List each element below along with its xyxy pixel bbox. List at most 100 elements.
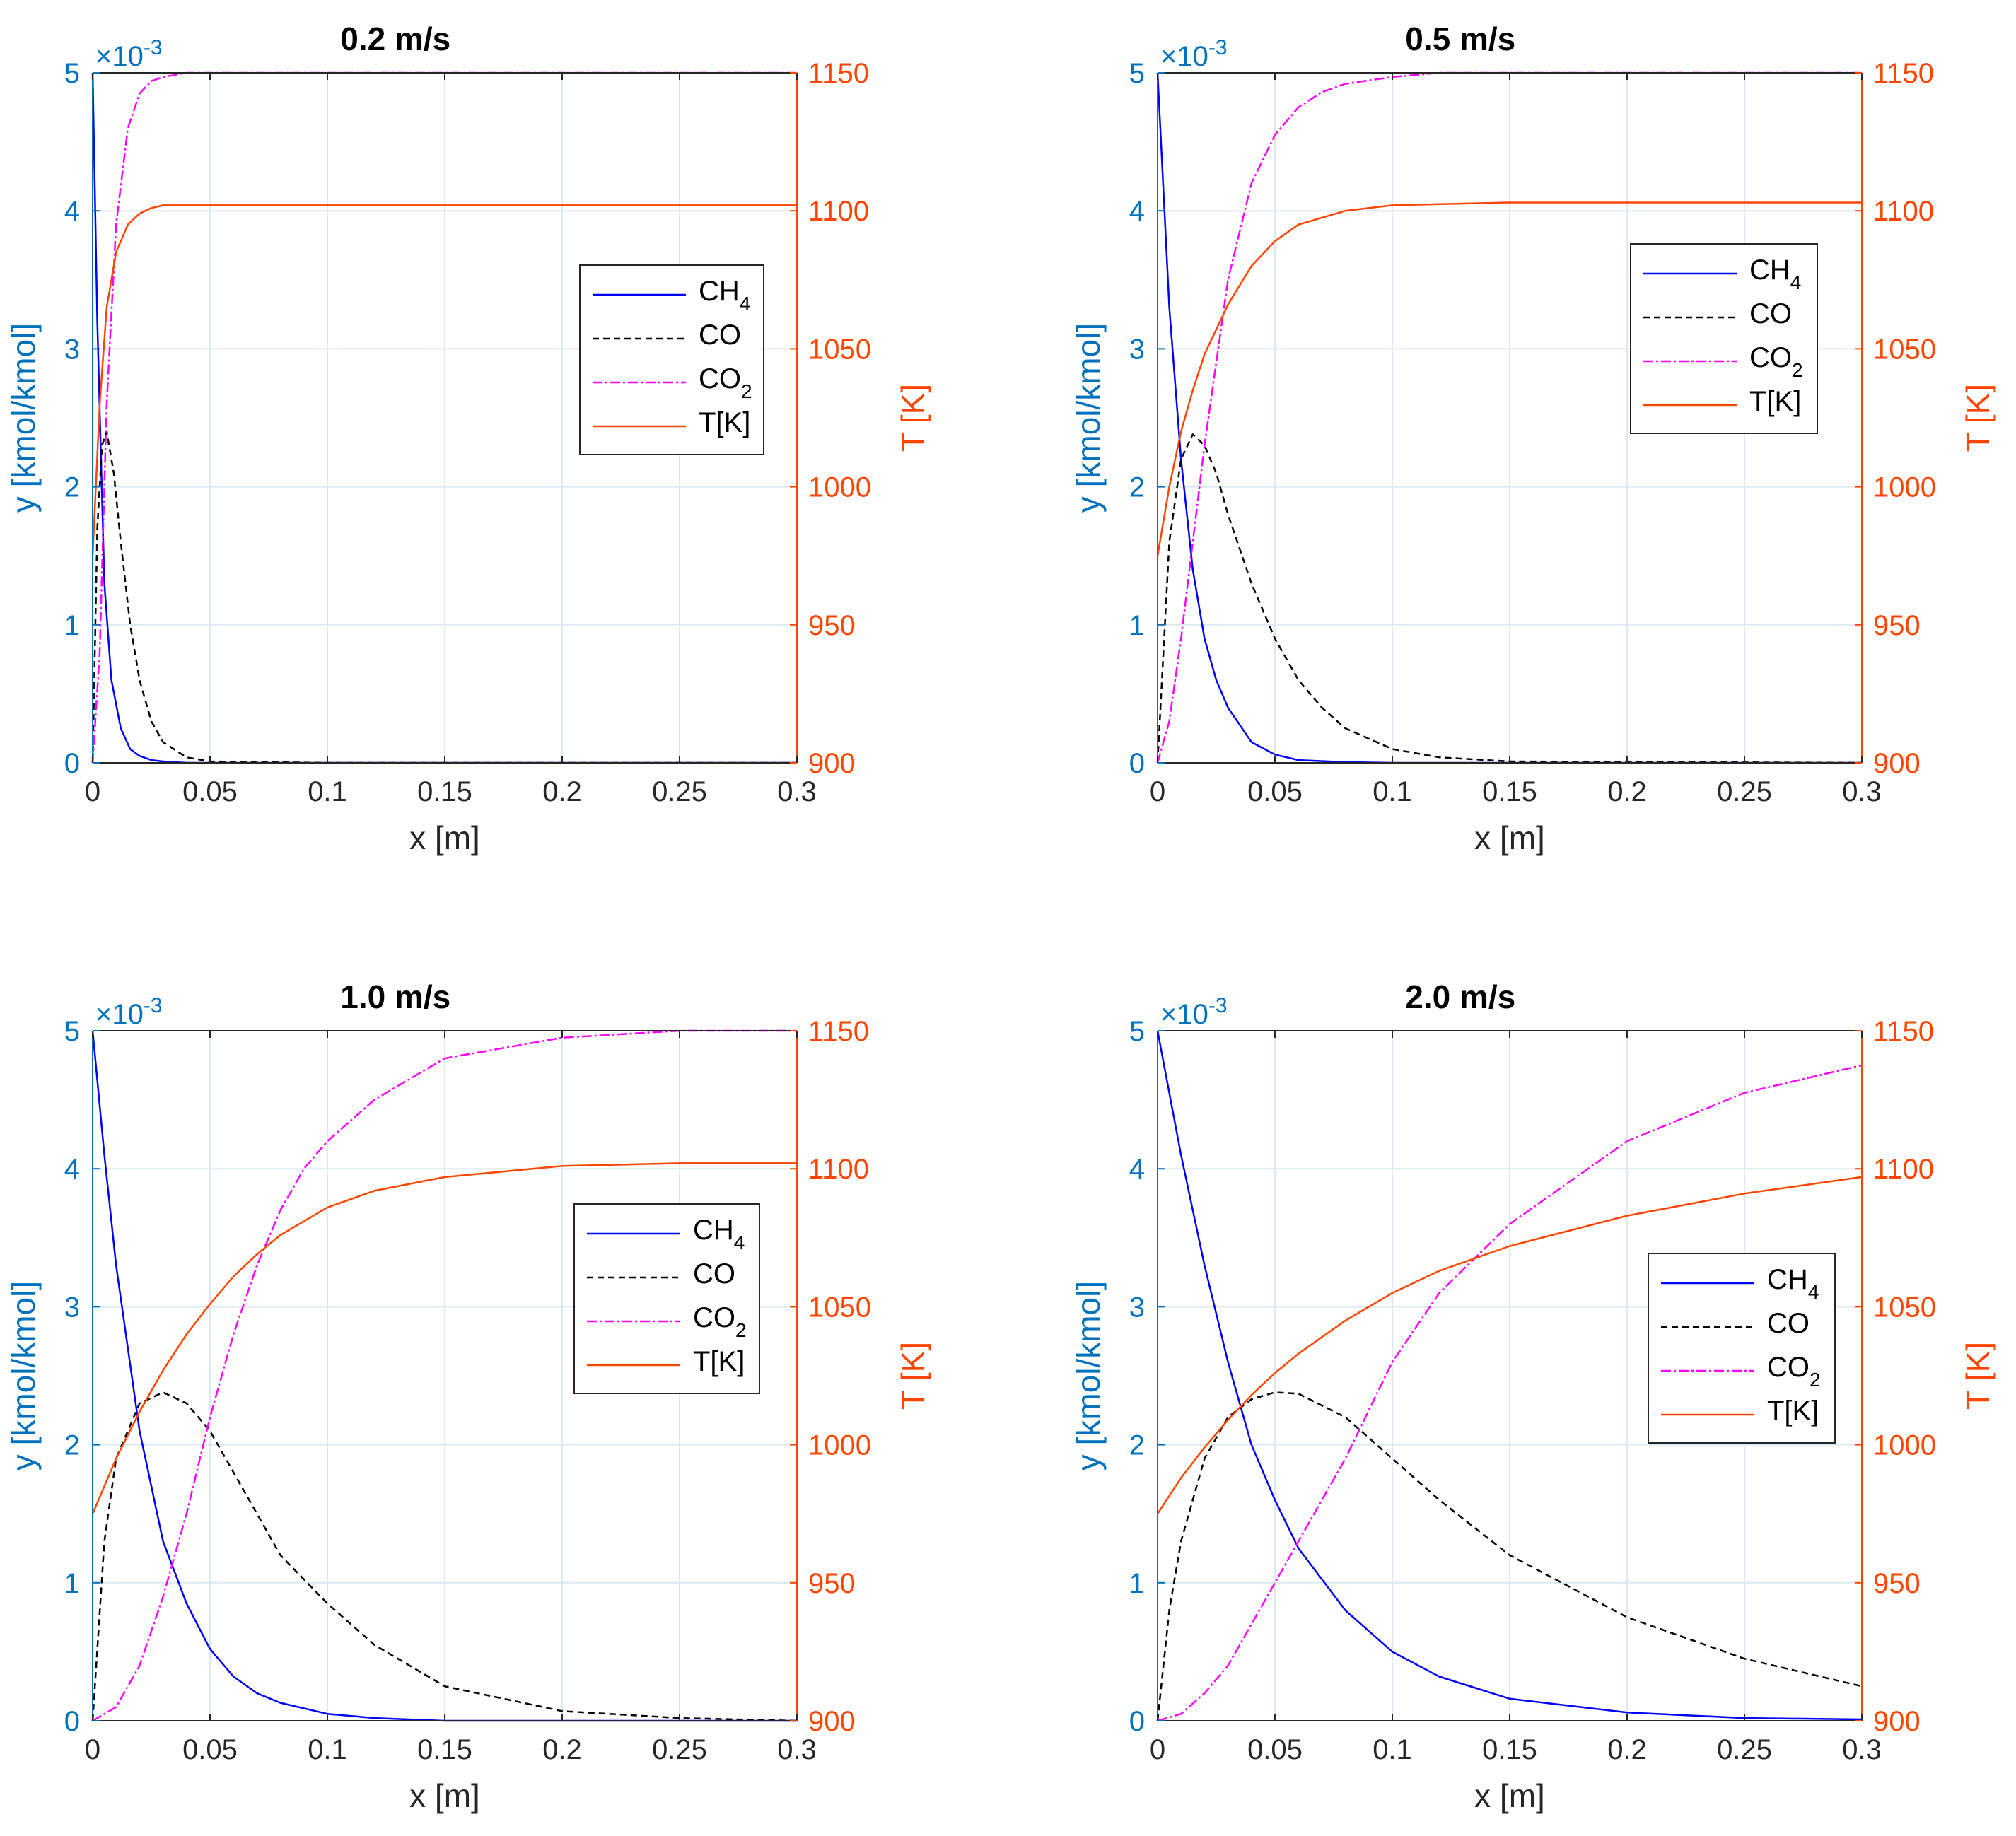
x-tick-label: 0.05 <box>1247 776 1303 807</box>
y-tick-label: 4 <box>1129 1154 1145 1185</box>
legend-label: CH4 <box>693 1215 745 1253</box>
series-line-ch4 <box>1156 1030 1863 1721</box>
y2-tick-label: 950 <box>1873 610 1921 641</box>
legend-label: CO <box>693 1258 735 1290</box>
y-tick-label: 3 <box>1129 1292 1145 1323</box>
legend-label: CO2 <box>1749 342 1803 381</box>
x-tick-label: 0.1 <box>1373 776 1412 807</box>
y-tick-label: 4 <box>64 196 80 227</box>
x-tick-label: 0.3 <box>777 1734 817 1765</box>
y2-tick-label: 900 <box>1873 748 1921 779</box>
series-line-co2 <box>1157 1064 1863 1722</box>
series-line-co <box>1156 1391 1863 1721</box>
legend-box <box>579 264 764 455</box>
y2-tick-label: 950 <box>808 610 856 641</box>
series-line-co <box>1156 433 1863 764</box>
y-exponent-label: ×10-3 <box>1160 994 1228 1030</box>
chart-panel-2: 0 0.05 0.1 0.15 0.2 0.25 0.3 0 1 2 3 4 5 900 950 1000 10… <box>1070 21 1996 856</box>
y2-tick-label: 1050 <box>808 1292 871 1323</box>
x-tick-label: 0.25 <box>1717 1734 1772 1765</box>
y-tick-label: 4 <box>1129 196 1145 227</box>
y-tick-label: 2 <box>1129 1430 1145 1461</box>
x-tick-label: 0.25 <box>652 776 707 807</box>
x-axis-label: x [m] <box>409 1777 480 1814</box>
y2-tick-label: 1000 <box>808 472 871 503</box>
x-tick-label: 0.2 <box>1607 1734 1647 1765</box>
y-tick-label: 1 <box>64 610 80 641</box>
y-tick-label: 1 <box>64 1568 80 1599</box>
legend-label: CO <box>1767 1308 1810 1339</box>
x-tick-label: 0.3 <box>1842 1734 1882 1765</box>
y-tick-label: 0 <box>64 748 80 779</box>
y-tick-label: 4 <box>64 1154 80 1185</box>
x-tick-label: 0 <box>1150 1734 1165 1765</box>
x-tick-label: 0.2 <box>542 1734 582 1765</box>
x-tick-label: 0.1 <box>308 1734 347 1765</box>
y2-axis-label: T [K] <box>895 384 931 452</box>
y-tick-label: 3 <box>64 1292 80 1323</box>
series-line-co <box>91 1391 798 1722</box>
x-tick-label: 0.2 <box>542 776 582 807</box>
y2-tick-label: 1100 <box>1873 196 1934 227</box>
y2-tick-label: 1100 <box>808 1154 869 1185</box>
y2-tick-label: 900 <box>808 1706 856 1737</box>
y2-tick-label: 950 <box>1873 1568 1921 1599</box>
y2-tick-label: 900 <box>1873 1706 1921 1737</box>
y-axis-label: y [kmol/kmol] <box>5 323 42 513</box>
chart-title: 0.5 m/s <box>1405 21 1515 57</box>
legend-label: T[K] <box>699 407 750 438</box>
y-exponent-label: ×10-3 <box>1160 36 1228 72</box>
legend-label: CO2 <box>693 1302 747 1341</box>
y2-tick-label: 1000 <box>1873 472 1936 503</box>
x-tick-label: 0.15 <box>1482 1734 1537 1765</box>
legend-label: CH4 <box>1767 1264 1819 1303</box>
legend-label: T[K] <box>1767 1396 1819 1427</box>
x-tick-label: 0 <box>1150 776 1165 807</box>
x-tick-label: 0.1 <box>1373 1734 1412 1765</box>
chart-title: 1.0 m/s <box>340 978 450 1015</box>
legend: CH4 CO CO2 T[K] <box>573 1203 760 1394</box>
y2-axis-label: T [K] <box>1959 384 1996 452</box>
legend-box <box>573 1203 760 1394</box>
x-tick-label: 0.3 <box>1842 776 1882 807</box>
y-axis-label: y [kmol/kmol] <box>1070 1281 1107 1470</box>
chart-title: 0.2 m/s <box>340 21 450 57</box>
legend: CH4 CO CO2 T[K] <box>1648 1253 1836 1444</box>
x-axis-label: x [m] <box>1474 1777 1545 1814</box>
x-tick-label: 0.25 <box>1717 776 1772 807</box>
x-tick-label: 0.15 <box>417 1734 472 1765</box>
legend-box <box>1648 1253 1836 1444</box>
legend: CH4 CO CO2 T[K] <box>1630 243 1818 434</box>
legend-label: CH4 <box>1749 255 1801 293</box>
legend: CH4 CO CO2 T[K] <box>579 264 764 455</box>
y2-tick-label: 1000 <box>808 1430 871 1461</box>
x-tick-label: 0.05 <box>182 1734 238 1765</box>
y-exponent-label: ×10-3 <box>95 36 163 72</box>
y2-tick-label: 950 <box>808 1568 856 1599</box>
y-tick-label: 5 <box>1129 1016 1145 1047</box>
legend-label: CH4 <box>699 276 750 315</box>
series-line-co2 <box>92 1029 797 1722</box>
y-tick-label: 0 <box>1129 748 1145 779</box>
chart-title: 2.0 m/s <box>1405 978 1515 1015</box>
x-tick-label: 0 <box>85 1734 100 1765</box>
legend-label: CO2 <box>699 363 752 402</box>
series-line-tk <box>91 1162 797 1514</box>
legend-label: T[K] <box>1749 386 1801 417</box>
y-tick-label: 0 <box>1129 1706 1145 1737</box>
y2-tick-label: 1150 <box>808 1016 869 1047</box>
y-tick-label: 2 <box>64 1430 80 1461</box>
x-tick-label: 0.05 <box>182 776 238 807</box>
x-tick-label: 0.2 <box>1607 776 1647 807</box>
legend-box <box>1630 243 1818 434</box>
y-exponent-label: ×10-3 <box>95 994 163 1030</box>
y-tick-label: 5 <box>64 58 80 89</box>
y2-tick-label: 1150 <box>1873 58 1934 89</box>
legend-label: CO <box>699 320 741 351</box>
x-tick-label: 0.15 <box>1482 776 1537 807</box>
legend-label: CO <box>1749 298 1792 329</box>
series-line-tk <box>91 204 797 556</box>
y2-axis-label: T [K] <box>895 1342 931 1410</box>
legend-label: CO2 <box>1767 1352 1821 1391</box>
